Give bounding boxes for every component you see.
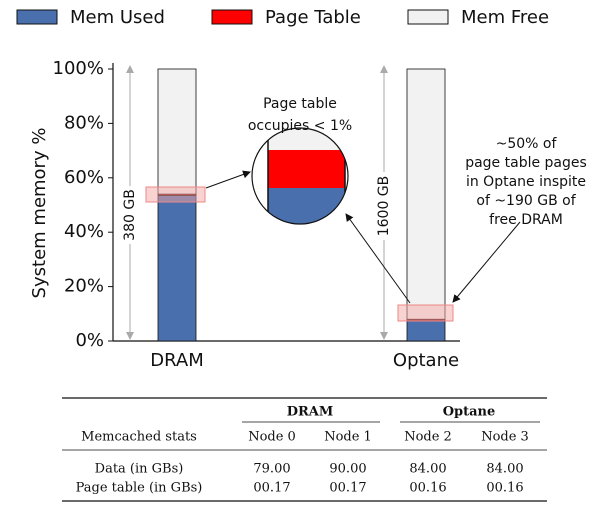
annotation: occupies < 1% <box>248 118 352 134</box>
bar-segment <box>406 68 446 320</box>
legend-label: Mem Used <box>70 7 165 28</box>
annotation: in Optane inspite <box>466 174 586 190</box>
column-header: Memcached stats <box>81 430 197 445</box>
y-tick-label: 0% <box>75 330 104 351</box>
legend-swatch <box>16 9 58 25</box>
annotation: 380 GB <box>122 189 138 241</box>
legend-label: Page Table <box>265 7 361 28</box>
bar-segment <box>157 68 197 195</box>
cell: 90.00 <box>329 462 366 477</box>
highlight <box>397 304 454 322</box>
y-tick-label: 100% <box>53 58 104 79</box>
y-tick-label: 60% <box>64 167 104 188</box>
annotation: page table pages <box>465 155 587 171</box>
legend-label: Mem Free <box>461 7 549 28</box>
column-header: Node 0 <box>248 430 296 445</box>
cell: 84.00 <box>486 462 523 477</box>
arrow <box>452 221 521 303</box>
x-tick-label: Optane <box>393 350 459 371</box>
cell: Page table (in GBs) <box>76 481 203 496</box>
y-tick-label: 80% <box>64 112 104 133</box>
table: DRAM Optane Memcached stats Node 0 Node … <box>62 397 547 502</box>
group-header: DRAM <box>287 405 334 420</box>
y-tick-label: 40% <box>64 221 104 242</box>
cell: 00.17 <box>253 481 290 496</box>
annotation: 1600 GB <box>376 176 392 237</box>
annotation: of ~190 GB of <box>476 193 576 209</box>
annotation: ~50% of <box>496 136 558 152</box>
cell: 00.17 <box>329 481 366 496</box>
cell: Data (in GBs) <box>95 462 184 477</box>
annotation: Page table <box>263 96 337 112</box>
cell: 84.00 <box>409 462 446 477</box>
bar-segment <box>406 320 446 342</box>
column-header: Node 2 <box>404 430 452 445</box>
legend-swatch <box>211 9 253 25</box>
x-tick-label: DRAM <box>150 350 203 371</box>
zoom <box>267 128 346 224</box>
arrow <box>345 213 411 304</box>
column-header: Node 1 <box>324 430 372 445</box>
bar-segment <box>157 195 197 342</box>
highlight <box>145 186 206 203</box>
cell: 79.00 <box>253 462 290 477</box>
cell: 00.16 <box>409 481 446 496</box>
plot: Mem Used Page Table Mem Free 0% 20% 40% 60% 80%… <box>16 7 549 371</box>
annotation: free DRAM <box>489 212 563 228</box>
arrow <box>205 170 251 189</box>
zoom-circle <box>251 127 349 225</box>
legend-swatch <box>407 9 449 25</box>
label-bg <box>376 172 392 240</box>
cell: 00.16 <box>486 481 523 496</box>
column-header: Node 3 <box>481 430 529 445</box>
group-header: Optane <box>443 405 496 420</box>
y-tick-label: 20% <box>64 276 104 297</box>
label-bg <box>122 186 138 244</box>
y-axis-label: System memory % <box>29 128 50 299</box>
